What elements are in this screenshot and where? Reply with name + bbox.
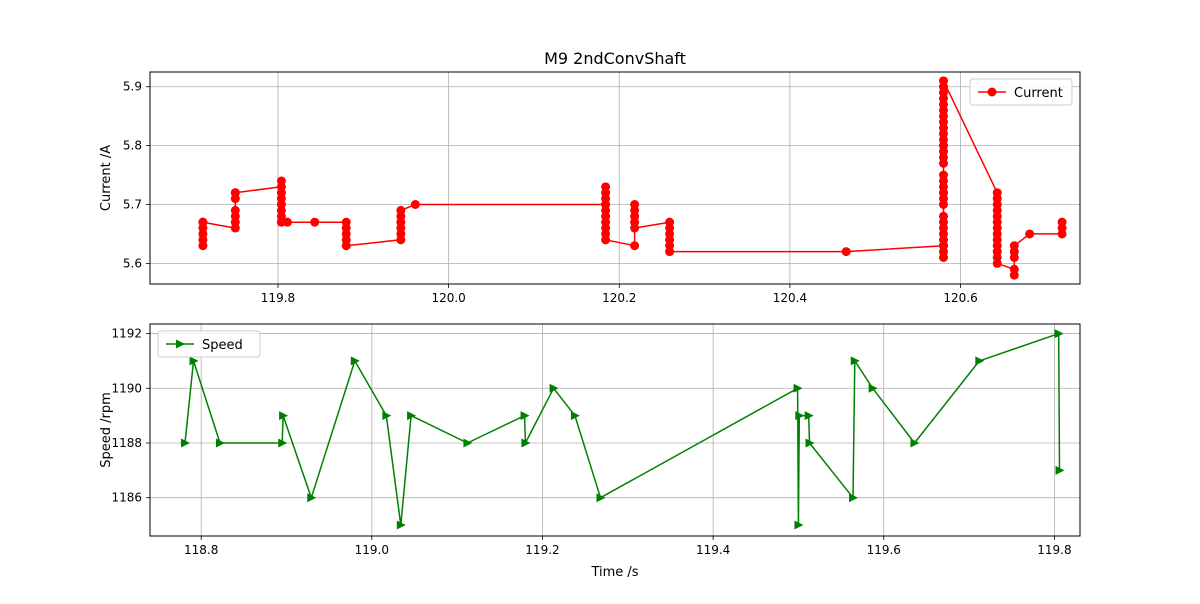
current-data-point	[276, 176, 286, 186]
speed-data-point	[570, 411, 580, 421]
current-data-point	[410, 200, 420, 209]
speed-data-point	[463, 438, 473, 448]
speed-x-tick-label: 119.4	[696, 543, 730, 557]
speed-data-point	[520, 411, 530, 421]
speed-x-tick-label: 118.8	[184, 543, 218, 557]
figure-title: M9 2ndConvShaft	[544, 49, 686, 68]
current-data-point	[230, 205, 240, 215]
speed-data-point	[868, 383, 878, 393]
speed-legend: Speed	[157, 330, 261, 358]
speed-y-tick-label: 1190	[111, 381, 142, 395]
current-x-tick-label: 120.6	[943, 291, 977, 305]
speed-data-point	[794, 520, 804, 530]
current-axes-frame	[149, 71, 1081, 285]
current-data-point	[992, 258, 1002, 268]
current-data-point	[665, 247, 675, 257]
current-x-tick-label: 119.8	[261, 291, 295, 305]
current-data-point	[230, 188, 240, 198]
current-data-point	[396, 205, 406, 215]
speed-data-point	[407, 411, 417, 421]
speed-data-point	[180, 438, 190, 448]
current-data-point	[1009, 241, 1019, 251]
current-data-point	[1057, 217, 1067, 227]
current-data-point	[938, 211, 948, 221]
speed-legend-label: Speed	[202, 338, 243, 353]
current-data-point	[1025, 229, 1035, 239]
current-y-tick-label: 5.7	[123, 198, 142, 212]
current-legend-box	[969, 78, 1073, 106]
current-data-point	[1009, 270, 1019, 280]
speed-x-axis-label: Time /s	[590, 565, 638, 580]
speed-legend-box	[157, 330, 261, 358]
speed-data-point	[805, 438, 815, 448]
speed-data-point	[382, 411, 392, 421]
speed-x-tick-label: 119.8	[1037, 543, 1071, 557]
speed-data-point	[1055, 465, 1065, 475]
current-legend-label: Current	[1014, 86, 1063, 101]
current-data-point	[601, 235, 611, 245]
speed-data-point	[849, 493, 859, 503]
current-x-tick-label: 120.2	[602, 291, 636, 305]
speed-data-point	[521, 438, 531, 448]
speed-data-point	[910, 438, 920, 448]
current-data-point	[198, 217, 208, 227]
current-y-tick-label: 5.8	[123, 139, 142, 153]
speed-data-point	[396, 520, 406, 530]
speed-axes-frame	[149, 323, 1081, 537]
speed-legend-marker	[176, 339, 185, 349]
speed-data-point	[1054, 329, 1064, 339]
speed-data-point	[279, 411, 289, 421]
current-legend: Current	[969, 78, 1073, 106]
speed-data-point	[215, 438, 225, 448]
speed-subplot: 118.8 119.0 119.2 119.4 119.6 119.8 1186 1188 11…	[99, 323, 1081, 580]
current-data-point	[630, 223, 640, 233]
speed-data-point	[804, 411, 814, 421]
current-data-point	[841, 247, 851, 257]
speed-data-point	[350, 356, 360, 366]
speed-x-tick-label: 119.2	[525, 543, 559, 557]
speed-data-point	[850, 356, 860, 366]
current-data-point	[630, 241, 640, 251]
current-y-tick-label: 5.6	[123, 256, 142, 270]
speed-data-point	[795, 411, 805, 421]
speed-data-point	[307, 493, 317, 503]
current-data-point	[341, 241, 351, 251]
speed-x-tick-label: 119.6	[867, 543, 901, 557]
speed-y-tick-label: 1192	[111, 327, 142, 341]
current-subplot: 119.8 120.0 120.2 120.4 120.6 5.6 5.7 5.8 5.9 Cur…	[99, 71, 1081, 305]
speed-data-point	[596, 493, 606, 503]
current-data-point	[938, 76, 948, 86]
speed-data-point	[793, 383, 803, 393]
speed-data-point	[189, 356, 199, 366]
speed-y-tick-label: 1188	[111, 436, 142, 450]
speed-data-point	[975, 356, 985, 366]
speed-data-point	[549, 383, 559, 393]
current-data-point	[310, 217, 320, 227]
current-legend-marker	[987, 87, 997, 97]
current-y-tick-label: 5.9	[123, 80, 142, 94]
speed-data-point	[278, 438, 288, 448]
speed-x-tick-label: 119.0	[355, 543, 389, 557]
speed-y-tick-label: 1186	[111, 491, 142, 505]
current-y-axis-label: Current /A	[99, 145, 114, 211]
current-data-point	[282, 217, 292, 227]
speed-series-line	[184, 332, 1061, 526]
current-data-point	[938, 170, 948, 180]
speed-y-axis-label: Speed /rpm	[99, 392, 114, 468]
current-x-tick-label: 120.4	[773, 291, 807, 305]
current-x-tick-label: 120.0	[431, 291, 465, 305]
